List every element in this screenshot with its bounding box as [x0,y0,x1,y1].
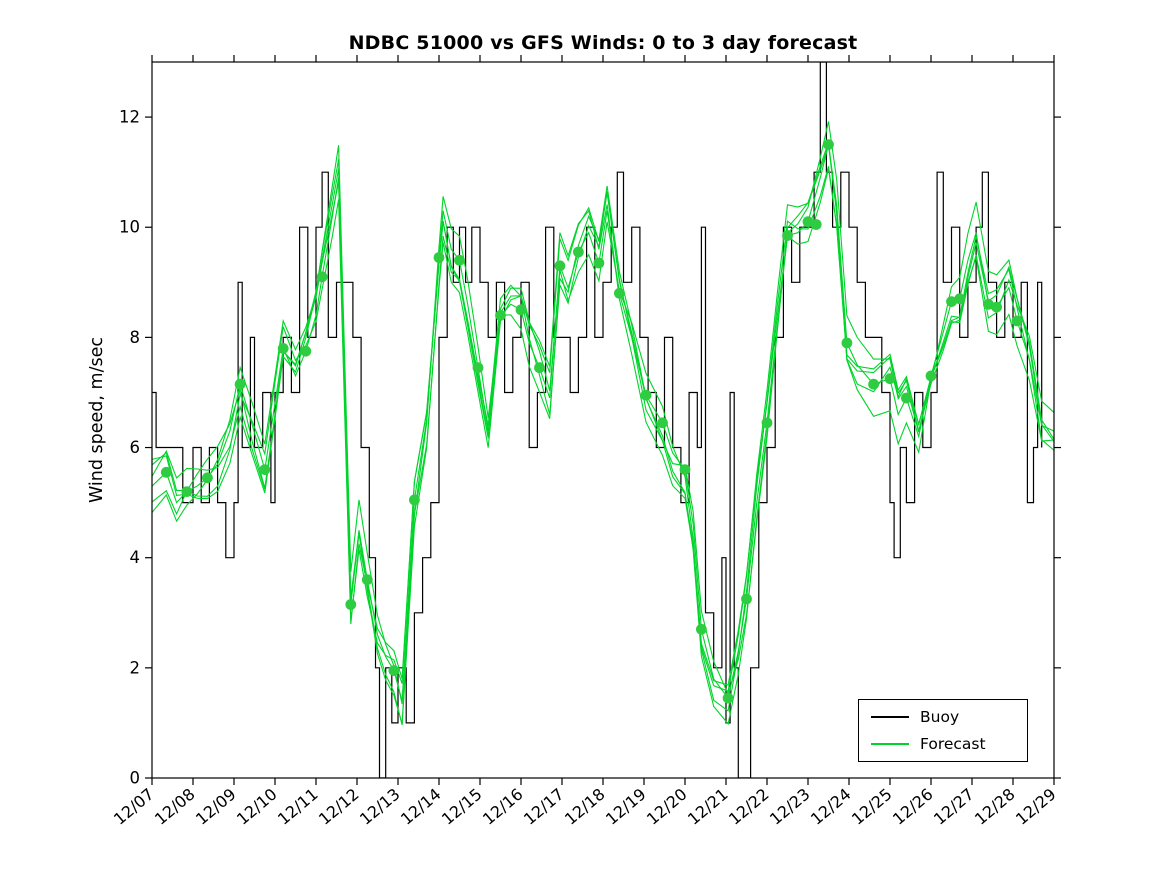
forecast-marker [409,494,420,506]
x-tick-label: 12/21 [684,785,732,829]
forecast-marker [234,378,246,390]
forecast-marker [160,466,172,478]
forecast-marker [259,464,271,475]
x-tick-label: 12/11 [274,785,322,829]
x-tick-label: 12/27 [930,785,978,829]
forecast-marker [954,293,966,305]
x-tick-label: 12/22 [725,785,773,829]
forecast-marker [868,378,879,390]
chart-title: NDBC 51000 vs GFS Winds: 0 to 3 day fore… [348,32,858,54]
forecast-marker [640,389,652,401]
legend-label-buoy: Buoy [920,708,960,726]
x-tick-label: 12/24 [807,785,855,829]
forecast-marker [802,216,814,228]
forecast-marker [361,574,373,586]
forecast-marker [202,472,213,484]
forecast-marker [300,345,312,357]
y-tick-label: 4 [130,548,141,567]
x-tick-label: 12/13 [356,785,404,829]
y-tick-label: 2 [130,658,141,677]
x-tick-label: 12/07 [110,785,158,829]
x-tick-label: 12/10 [233,785,281,829]
forecast-marker [696,623,707,635]
forecast-series-line-5 [152,166,1054,712]
buoy-line-sample [871,716,909,718]
x-tick-label: 12/18 [561,785,609,829]
forecast-marker [433,252,445,263]
forecast-marker [181,486,193,497]
buoy-series-line [152,62,1043,778]
x-tick-label: 12/14 [397,785,445,829]
forecast-marker [515,304,527,316]
forecast-marker [925,370,937,382]
x-tick-label: 12/19 [602,785,650,829]
x-tick-label: 12/28 [971,785,1019,829]
forecast-marker [810,219,822,230]
x-tick-label: 12/15 [438,785,486,829]
plot-background [152,62,1054,778]
forecast-marker [472,362,484,374]
x-tick-label: 12/20 [643,785,691,829]
x-tick-label: 12/25 [848,785,896,829]
data-layer [152,62,1054,778]
y-tick-label: 12 [119,108,140,127]
x-tick-label: 12/29 [1012,785,1060,829]
x-tick-label: 12/17 [520,785,568,829]
forecast-marker [573,246,584,258]
forecast-marker [277,343,289,354]
forecast-marker [454,254,465,266]
forecast-line-sample [871,743,909,745]
x-tick-label: 12/16 [479,785,527,829]
forecast-marker [534,362,545,374]
x-tick-label: 12/23 [766,785,814,829]
forecast-series-line-3 [152,142,1054,696]
y-tick-label: 0 [130,769,141,788]
x-tick-label: 12/12 [315,785,363,829]
forecast-marker [946,296,957,307]
forecast-marker [495,310,506,321]
legend-entry-forecast: Forecast [871,735,1015,753]
forecast-marker [388,665,400,676]
forecast-marker [841,337,853,349]
forecast-marker [983,298,994,310]
forecast-marker [823,139,834,151]
y-tick-label: 8 [130,328,141,347]
forecast-marker [1011,315,1023,327]
forecast-marker [991,301,1002,313]
legend-label-forecast: Forecast [920,735,986,753]
forecast-marker [782,230,793,241]
y-tick-label: 10 [119,218,140,237]
forecast-marker [722,692,734,704]
legend: Buoy Forecast [858,699,1028,762]
x-tick-label: 12/08 [151,785,199,829]
legend-entry-buoy: Buoy [871,708,1015,726]
forecast-marker [593,257,605,269]
forecast-marker [901,392,912,404]
forecast-marker [679,464,691,475]
forecast-marker [554,260,566,272]
forecast-marker [614,287,625,299]
forecast-marker [316,271,328,283]
forecast-marker [741,593,752,605]
forecast-marker [761,417,773,429]
y-tick-label: 6 [130,438,141,457]
x-tick-label: 12/09 [192,785,240,829]
forecast-marker [657,417,668,429]
x-tick-label: 12/26 [889,785,937,829]
forecast-marker [345,599,357,610]
forecast-marker [884,373,896,385]
